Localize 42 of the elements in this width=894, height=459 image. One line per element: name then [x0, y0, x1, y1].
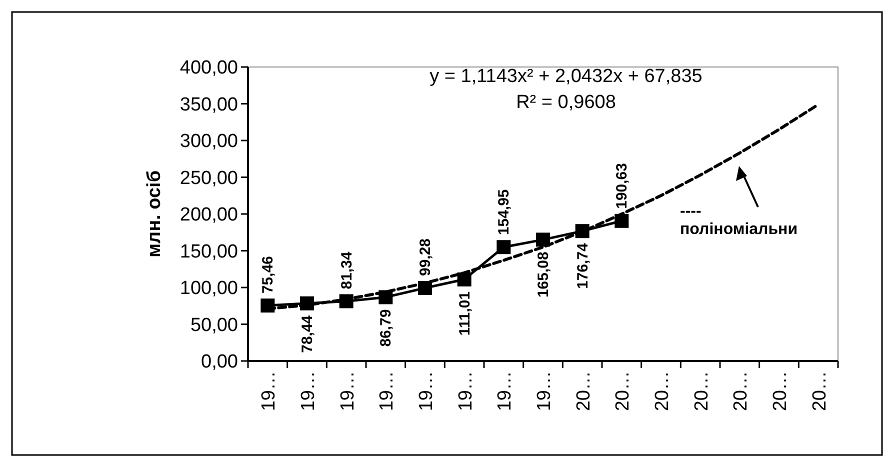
data-label: 111,01 [456, 291, 474, 336]
y-tick-label: 150,00 [180, 241, 238, 262]
data-label: 190,63 [614, 162, 631, 209]
x-tick-label: 20… [652, 371, 673, 412]
point [614, 214, 629, 228]
y-tick-label: 300,00 [180, 131, 238, 152]
x-tick-label: 19… [337, 371, 358, 412]
point [457, 272, 472, 286]
x-tick-label: 19… [416, 371, 437, 412]
y-tick-label: 50,00 [190, 314, 238, 336]
x-tick-label: 20… [809, 371, 830, 412]
y-axis-title: млн. осіб [144, 170, 165, 258]
data-label: 176,74 [574, 242, 592, 289]
annotation: ---- поліноміальни [680, 203, 798, 238]
data-label: 78,44 [299, 314, 316, 353]
data-label: 81,34 [338, 251, 356, 290]
point [496, 240, 511, 254]
y-tick-label: 0,00 [201, 352, 238, 373]
x-tick-label: 19… [455, 371, 476, 412]
point [536, 232, 550, 247]
x-tick-label: 20… [770, 371, 791, 412]
x-tick-label: 20… [612, 371, 634, 412]
data-label: 99,28 [417, 238, 434, 276]
data-label: 86,79 [378, 309, 395, 347]
annotation: y = 1,1143x² + 2,0432x + 67,835 [430, 66, 702, 87]
y-tick-label: 250,00 [180, 168, 238, 189]
data-label: 165,08 [535, 252, 552, 298]
y-tick-label: 350,00 [180, 94, 238, 116]
annotation: R² = 0,9608 [516, 92, 616, 113]
x-tick-label: 19… [376, 371, 398, 412]
y-tick-label: 400,00 [180, 58, 238, 79]
data-label: 154,95 [496, 189, 513, 236]
x-tick-label: 20… [573, 371, 594, 412]
x-tick-label: 19… [298, 371, 319, 412]
x-tick-label: 19… [258, 371, 280, 412]
y-tick-label: 100,00 [180, 278, 238, 300]
x-tick-label: 19… [534, 371, 555, 412]
x-tick-label: 20… [691, 371, 712, 412]
data-label: 75,46 [260, 256, 277, 294]
x-tick-label: 20… [730, 371, 752, 412]
x-tick-label: 19… [494, 371, 516, 412]
y-tick-label: 200,00 [180, 204, 238, 226]
